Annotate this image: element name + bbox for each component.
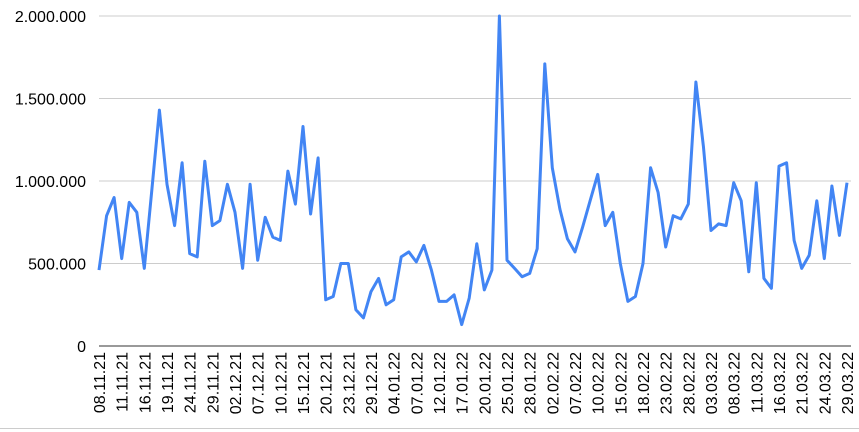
x-tick-label: 16.03.22 [772,352,789,414]
y-tick-label: 1.500.000 [15,92,86,109]
x-tick-label: 04.01.22 [387,352,404,414]
x-tick-label: 29.12.21 [364,352,381,414]
x-tick-label: 20.01.22 [477,352,494,414]
x-tick-label: 21.03.22 [795,352,812,414]
x-tick-label: 29.03.22 [840,352,857,414]
x-tick-label: 08.03.22 [727,352,744,414]
x-tick-label: 02.02.22 [545,352,562,414]
x-tick-label: 18.02.22 [636,352,653,414]
y-tick-label: 0 [77,339,86,356]
y-tick-label: 1.000.000 [15,174,86,191]
x-tick-label: 23.12.21 [341,352,358,414]
x-tick-label: 07.01.22 [409,352,426,414]
data-line [97,14,849,327]
x-tick-label: 08.11.21 [92,352,109,413]
x-tick-label: 15.12.21 [296,352,313,414]
x-tick-label: 20.12.21 [319,352,336,414]
x-tick-label: 23.02.22 [659,352,676,414]
x-tick-label: 15.02.22 [613,352,630,414]
x-tick-label: 07.12.21 [251,352,268,414]
x-tick-label: 28.02.22 [681,352,698,414]
x-tick-label: 12.01.22 [432,352,449,414]
x-tick-label: 02.12.21 [228,352,245,414]
x-tick-label: 07.02.22 [568,352,585,414]
y-tick-label: 2.000.000 [15,9,86,26]
x-tick-label: 11.11.21 [115,352,132,412]
x-tick-label: 11.03.22 [749,352,766,413]
x-tick-label: 19.11.21 [160,352,177,413]
y-tick-label: 500.000 [28,257,86,274]
x-tick-label: 17.01.22 [455,352,472,414]
x-tick-label: 29.11.21 [205,352,222,413]
x-tick-label: 10.12.21 [273,352,290,414]
x-tick-label: 24.11.21 [183,352,200,413]
x-tick-label: 10.02.22 [591,352,608,414]
x-tick-label: 03.03.22 [704,352,721,414]
x-tick-label: 25.01.22 [500,352,517,414]
x-tick-label: 24.03.22 [817,352,834,414]
x-tick-label: 28.01.22 [523,352,540,414]
x-tick-label: 16.11.21 [137,352,154,413]
